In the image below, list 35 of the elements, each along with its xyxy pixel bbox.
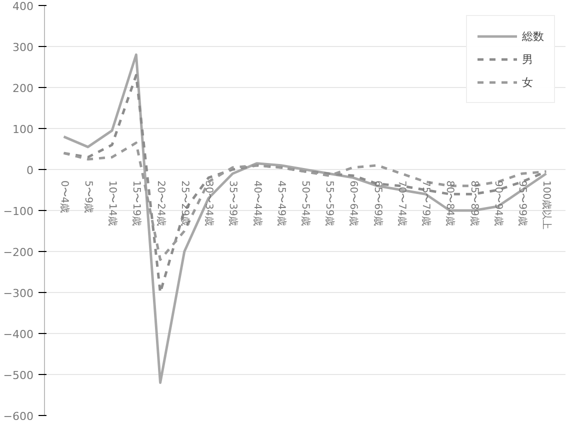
y-tick-label: −500 (3, 369, 34, 382)
x-tick-label: 45〜49歳 (275, 180, 288, 226)
x-tick-label: 15〜19歳 (130, 180, 143, 226)
x-tick-label: 80〜84歳 (444, 180, 456, 226)
x-tick-label: 85〜89歳 (468, 180, 480, 226)
legend-label: 総数 (522, 28, 544, 44)
x-tick-label: 60〜64歳 (348, 180, 360, 226)
y-tick-label: 200 (12, 82, 34, 95)
y-tick-label: −600 (3, 410, 34, 423)
x-tick-label: 90〜94歳 (492, 180, 504, 226)
x-tick-label: 65〜69歳 (372, 180, 384, 226)
x-tick-label: 95〜99歳 (516, 180, 529, 226)
x-tick-label: 30〜34歳 (203, 180, 216, 226)
x-tick-label: 10〜14歳 (106, 180, 119, 226)
x-tick-label: 100歳以上 (540, 180, 553, 230)
x-tick-label: 0〜4歳 (58, 180, 70, 214)
y-tick-label: 400 (12, 0, 34, 13)
x-tick-label: 50〜54歳 (300, 180, 312, 226)
y-tick-label: 100 (12, 123, 34, 136)
legend-label: 女 (522, 74, 534, 90)
x-tick-label: 20〜24歳 (154, 180, 167, 226)
x-tick-label: 70〜74歳 (396, 180, 408, 226)
y-tick-label: −300 (3, 287, 34, 300)
x-tick-label: 5〜9歳 (82, 180, 94, 214)
x-tick-label: 55〜59歳 (324, 180, 336, 226)
x-tick-label: 40〜44歳 (251, 180, 264, 226)
y-tick-label: 300 (12, 41, 34, 54)
x-tick-label: 75〜79歳 (420, 180, 432, 226)
y-tick-label: −100 (3, 205, 34, 218)
legend-label: 男 (522, 52, 534, 66)
y-tick-label: −400 (3, 328, 34, 341)
y-tick-label: −200 (3, 246, 34, 259)
y-tick-label: 0 (26, 164, 34, 177)
x-tick-label: 25〜29歳 (178, 180, 191, 226)
x-tick-label: 35〜39歳 (227, 180, 240, 226)
